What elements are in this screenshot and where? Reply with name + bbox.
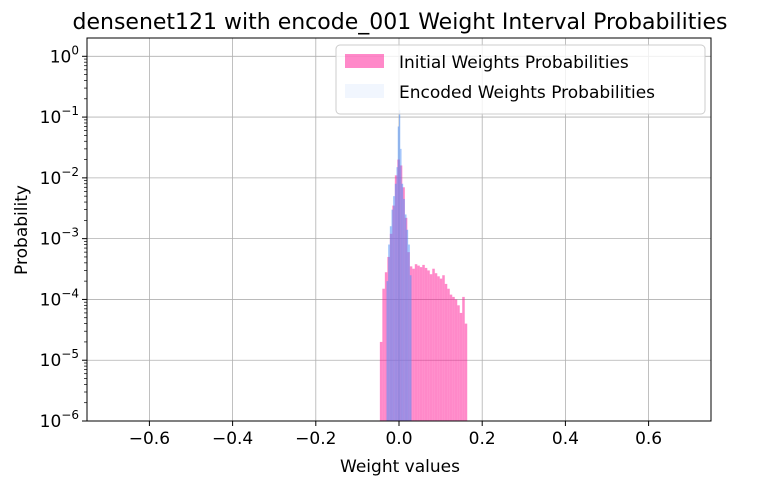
- encoded-weight-bar: [394, 183, 397, 421]
- initial-weight-bar: [462, 296, 465, 421]
- encoded-weight-bar: [391, 209, 394, 421]
- initial-weight-bar: [449, 294, 453, 421]
- x-tick-label: 0.2: [469, 429, 496, 449]
- initial-weight-bar: [457, 305, 460, 421]
- y-tick-label: 10−2: [40, 165, 79, 189]
- initial-weight-bar: [424, 267, 428, 421]
- y-tick-label: 10−1: [40, 104, 79, 128]
- initial-weight-bar: [384, 272, 388, 421]
- encoded-weight-bar: [386, 281, 389, 421]
- encoded-weight-bar: [396, 167, 398, 421]
- y-tick-label: 10−4: [40, 286, 79, 310]
- legend: Initial Weights Probabilities Encoded We…: [335, 44, 706, 115]
- encoded-weight-bar: [399, 110, 401, 422]
- x-tick-label: 0.6: [635, 429, 662, 449]
- initial-weight-bar: [429, 274, 433, 421]
- initial-weight-bar: [439, 278, 443, 421]
- initial-weight-bar: [414, 264, 418, 421]
- x-tick-label: −0.2: [295, 429, 336, 449]
- x-tick-label: 0.0: [385, 429, 412, 449]
- legend-swatch-encoded: [345, 84, 384, 98]
- x-tick-label: 0.4: [552, 429, 579, 449]
- encoded-weight-bar: [404, 214, 407, 421]
- y-axis-label: Probability: [12, 185, 32, 275]
- encoded-weights-bars: [386, 110, 412, 422]
- initial-weight-bar: [437, 276, 440, 421]
- x-axis-label: Weight values: [340, 457, 460, 477]
- initial-weight-bar: [464, 323, 468, 421]
- initial-weight-bar: [447, 288, 450, 421]
- initial-weight-bar: [434, 273, 438, 421]
- y-axis-ticks: 10−6 10−5 10−4 10−3 10−2 10−1 100: [40, 43, 87, 432]
- initial-weight-bar: [459, 312, 463, 421]
- encoded-weight-bar: [400, 148, 402, 421]
- x-tick-label: −0.6: [129, 429, 170, 449]
- initial-weight-bar: [419, 267, 423, 421]
- y-tick-label: 10−6: [40, 408, 79, 432]
- legend-label-initial: Initial Weights Probabilities: [399, 53, 629, 73]
- encoded-weight-bar: [403, 198, 405, 421]
- encoded-weight-bar: [409, 275, 412, 421]
- encoded-weight-bar: [397, 126, 399, 421]
- encoded-weight-bar: [408, 244, 410, 421]
- initial-weight-bar: [452, 296, 455, 421]
- initial-weight-bar: [382, 288, 385, 421]
- y-tick-label: 10−3: [40, 226, 79, 250]
- x-tick-label: −0.4: [212, 429, 253, 449]
- chart-title: densenet121 with encode_001 Weight Inter…: [73, 10, 728, 35]
- initial-weight-bar: [417, 265, 420, 421]
- initial-weight-bar: [454, 299, 458, 421]
- x-axis-ticks: −0.6 −0.4 −0.2 0.0 0.2 0.4 0.6: [129, 421, 662, 449]
- encoded-weight-bar: [389, 226, 392, 421]
- legend-box: [335, 44, 706, 115]
- encoded-weight-bar: [388, 244, 390, 421]
- encoded-weight-bar: [393, 196, 395, 421]
- initial-weight-bar: [379, 341, 383, 421]
- encoded-weight-bar: [401, 183, 404, 421]
- legend-swatch-initial: [345, 54, 384, 68]
- initial-weight-bar: [422, 264, 425, 421]
- initial-weight-bar: [412, 268, 415, 421]
- legend-label-encoded: Encoded Weights Probabilities: [399, 83, 655, 103]
- y-tick-label: 10−5: [40, 347, 79, 371]
- y-tick-label: 100: [50, 43, 79, 67]
- initial-weight-bar: [442, 275, 445, 421]
- initial-weight-bar: [427, 270, 430, 421]
- initial-weight-bar: [444, 283, 448, 421]
- initial-weight-bar: [432, 268, 435, 421]
- encoded-weight-bar: [406, 229, 409, 421]
